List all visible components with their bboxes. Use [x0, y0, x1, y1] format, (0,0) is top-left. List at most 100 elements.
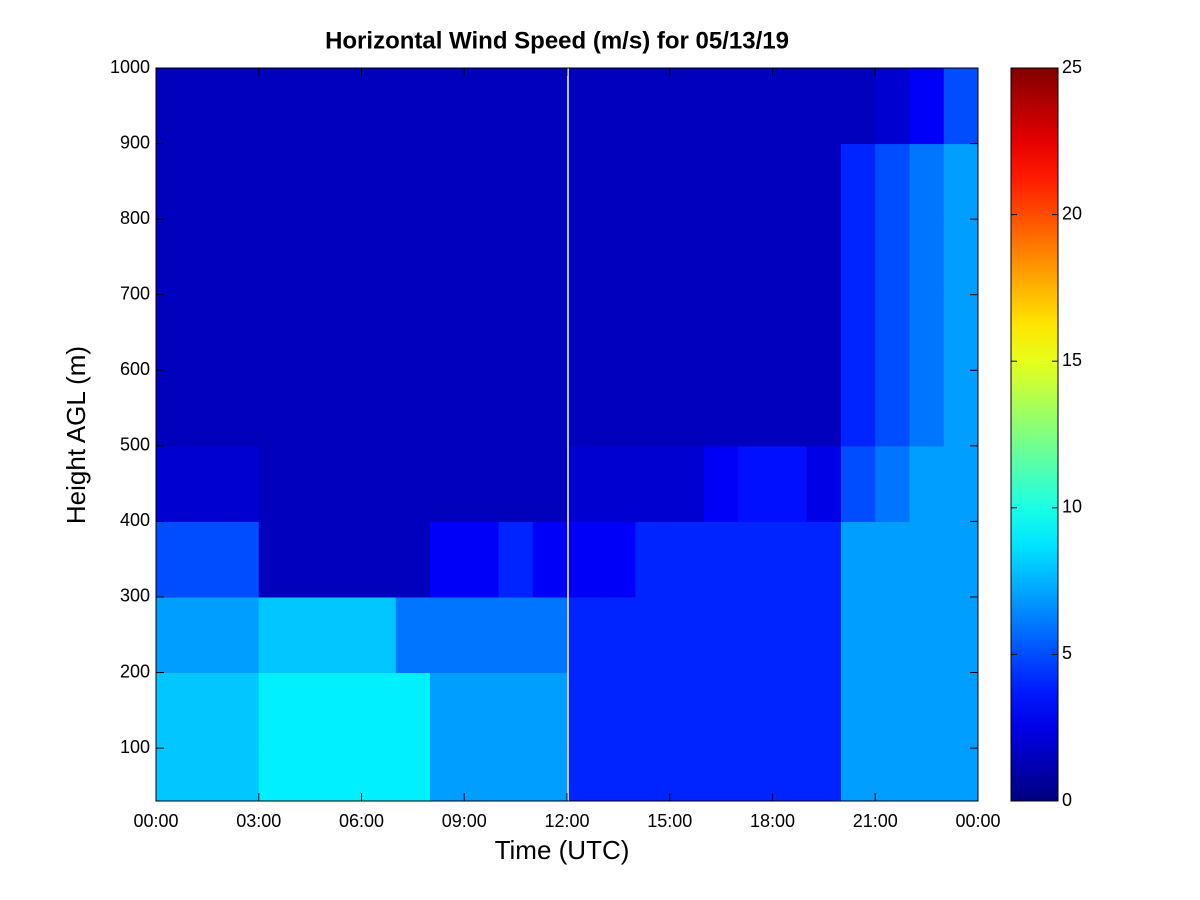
heat-cell: [464, 748, 499, 802]
heat-cell: [772, 521, 808, 598]
y-tick-label: 200: [120, 661, 150, 681]
y-tick-label: 1000: [110, 57, 150, 77]
heat-cell: [704, 143, 739, 220]
heat-cell: [258, 672, 294, 749]
heat-cell: [258, 68, 294, 145]
heat-cell: [156, 370, 191, 447]
heat-cell: [498, 294, 534, 371]
heat-cell: [532, 521, 568, 598]
colorbar-tick-label: 25: [1062, 57, 1082, 77]
heat-cell: [909, 370, 945, 447]
heat-cell: [704, 596, 739, 674]
heat-cell: [190, 68, 225, 145]
heat-cell: [567, 143, 602, 220]
heat-cell: [841, 748, 876, 802]
heat-cell: [293, 445, 328, 522]
heat-cell: [635, 143, 671, 220]
y-tick-label: 900: [120, 132, 150, 152]
y-tick-label: 700: [120, 283, 150, 303]
colorbar: [1010, 67, 1059, 802]
heat-cell: [875, 596, 910, 674]
heat-cell: [669, 445, 705, 522]
heat-cell: [464, 143, 499, 220]
heat-cell: [669, 596, 705, 674]
heat-cell: [293, 521, 328, 598]
heat-cell: [464, 370, 499, 447]
heat-cell: [841, 445, 876, 522]
heat-cell: [669, 521, 705, 598]
heat-cell: [190, 219, 225, 296]
heat-cell: [361, 672, 397, 749]
heat-cell: [601, 672, 636, 749]
heat-cell: [635, 445, 671, 522]
heat-cell: [395, 143, 431, 220]
heat-cell: [567, 672, 602, 749]
heat-cell: [498, 370, 534, 447]
heat-cell: [772, 219, 808, 296]
heat-cell: [704, 748, 739, 802]
heat-cell: [464, 219, 499, 296]
heat-cell: [395, 294, 431, 371]
heat-cell: [601, 294, 636, 371]
heat-cell: [498, 521, 534, 598]
heat-cell: [669, 672, 705, 749]
heat-cell: [430, 748, 465, 802]
heat-cell: [601, 521, 636, 598]
heat-cell: [567, 294, 602, 371]
heat-cell: [395, 521, 431, 598]
axes: 00:00 03:00 06:00 09:00 12:00 15:00 18:00 21:00…: [110, 57, 1082, 831]
heat-cell: [327, 445, 362, 522]
heat-cell: [498, 219, 534, 296]
heat-cell: [875, 68, 910, 145]
heat-cell: [738, 68, 773, 145]
heat-cell: [943, 294, 979, 371]
heat-cell: [738, 596, 773, 674]
heat-cell: [327, 143, 362, 220]
heat-cell: [498, 143, 534, 220]
heat-cell: [635, 219, 671, 296]
heat-cell: [669, 68, 705, 145]
heat-cell: [156, 596, 191, 674]
heat-cell: [224, 596, 260, 674]
heat-cell: [669, 748, 705, 802]
heat-cell: [361, 219, 397, 296]
x-tick-label: 21:00: [853, 811, 898, 831]
heat-cell: [943, 68, 979, 145]
heat-cell: [909, 521, 945, 598]
heat-cell: [601, 219, 636, 296]
heat-cell: [395, 68, 431, 145]
y-tick-label: 600: [120, 359, 150, 379]
heat-cell: [806, 521, 842, 598]
y-tick-label: 500: [120, 435, 150, 455]
heat-cell: [635, 748, 671, 802]
heat-cell: [430, 672, 465, 749]
heat-cell: [909, 294, 945, 371]
heat-cell: [327, 294, 362, 371]
x-tick-label: 06:00: [339, 811, 384, 831]
heatmap: [156, 68, 979, 802]
heat-cell: [909, 219, 945, 296]
x-tick-label: 12:00: [544, 811, 589, 831]
heat-cell: [293, 219, 328, 296]
heat-cell: [772, 68, 808, 145]
heat-cell: [532, 219, 568, 296]
heat-cell: [738, 143, 773, 220]
heat-cell: [738, 748, 773, 802]
heat-cell: [635, 68, 671, 145]
heat-cell: [361, 748, 397, 802]
heat-cell: [635, 521, 671, 598]
heat-cell: [258, 370, 294, 447]
heat-cell: [327, 748, 362, 802]
heat-cell: [224, 521, 260, 598]
heat-cell: [841, 521, 876, 598]
heat-cell: [943, 521, 979, 598]
heat-cell: [704, 294, 739, 371]
heat-cell: [327, 596, 362, 674]
heat-cell: [224, 68, 260, 145]
heat-cell: [498, 596, 534, 674]
heat-cell: [567, 445, 602, 522]
heat-cell: [635, 294, 671, 371]
heat-cell: [943, 370, 979, 447]
x-tick-label: 09:00: [442, 811, 487, 831]
